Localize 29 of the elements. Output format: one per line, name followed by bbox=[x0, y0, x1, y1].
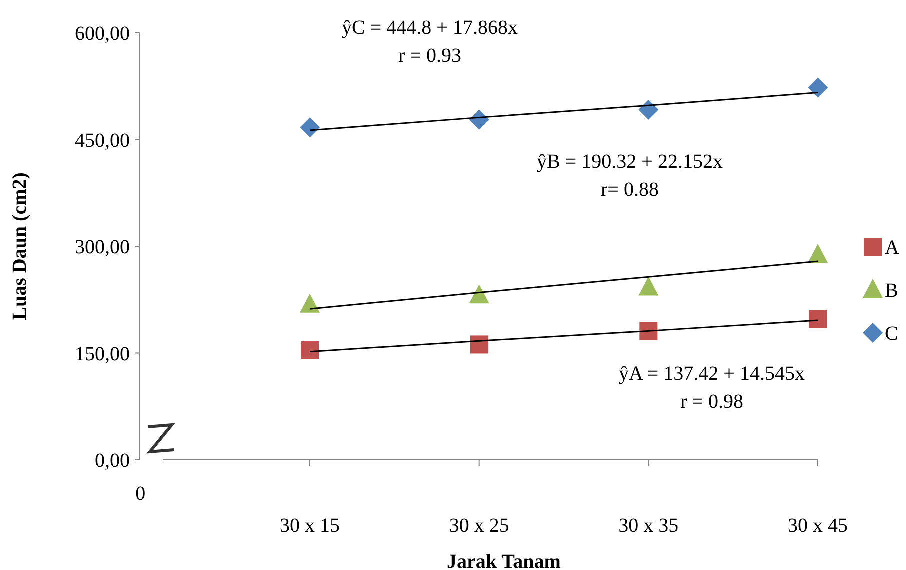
x-tick-label: 30 x 25 bbox=[449, 515, 510, 537]
x-tick-label: 30 x 15 bbox=[280, 515, 340, 537]
point bbox=[638, 100, 659, 120]
point bbox=[808, 244, 828, 264]
x-axis-title: Jarak Tanam bbox=[447, 551, 562, 570]
legend-label: A bbox=[885, 237, 900, 259]
legend-label: C bbox=[885, 323, 898, 345]
annotation: ŷA = 137.42 + 14.545x r = 0.98 bbox=[619, 363, 805, 413]
y-tick-label: 150,00 bbox=[75, 343, 130, 366]
point bbox=[638, 276, 659, 296]
point bbox=[300, 118, 320, 138]
x-tick-label: 0 bbox=[136, 483, 146, 505]
y-axis-title: Luas Daun (cm2) bbox=[9, 172, 31, 320]
y-tick-label: 450,00 bbox=[75, 130, 130, 152]
y-tick-label: 300,00 bbox=[75, 236, 130, 258]
point bbox=[470, 336, 488, 354]
y-tick-label: 600,00 bbox=[75, 23, 130, 45]
x-tick-label: 30 x 35 bbox=[618, 515, 679, 537]
point bbox=[640, 322, 658, 340]
legend-label: B bbox=[885, 280, 898, 302]
point bbox=[809, 310, 827, 328]
point bbox=[469, 284, 490, 304]
point bbox=[808, 78, 828, 98]
point bbox=[301, 341, 319, 360]
annotation: ŷB = 190.32 + 22.152x r= 0.88 bbox=[537, 151, 723, 201]
x-tick-label: 30 x 45 bbox=[788, 515, 848, 537]
point bbox=[300, 294, 320, 313]
y-tick-label: 0,00 bbox=[95, 450, 130, 472]
annotation: ŷC = 444.8 + 17.868x r = 0.93 bbox=[342, 17, 518, 67]
